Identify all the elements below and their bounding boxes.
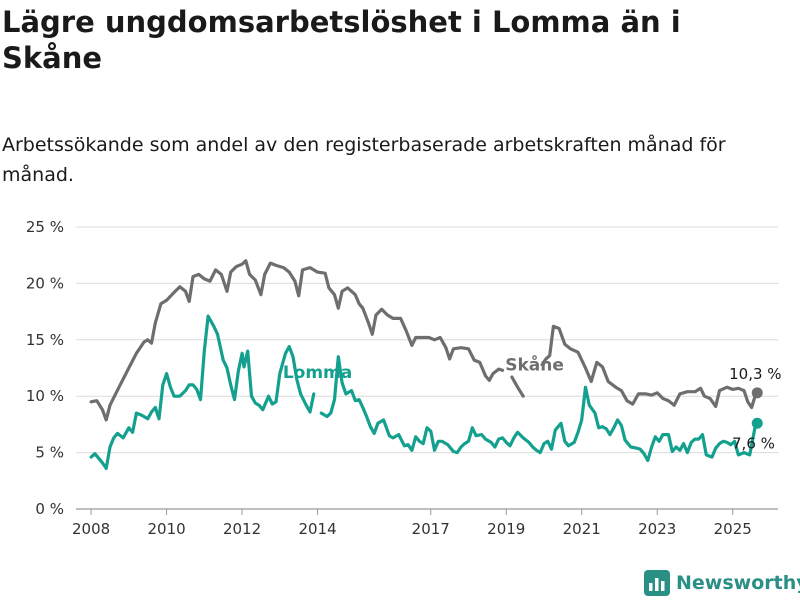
series-label-skane: Skåne bbox=[505, 353, 564, 375]
chart-title: Lägre ungdomsarbetslöshet i Lomma än i S… bbox=[2, 5, 681, 75]
brand-name: Newsworthy bbox=[676, 572, 800, 594]
x-tick-label: 2023 bbox=[638, 520, 676, 538]
chart-subtitle: Arbetssökande som andel av den registerb… bbox=[2, 134, 726, 186]
x-tick-label: 2012 bbox=[223, 520, 261, 538]
newsworthy-logo-icon bbox=[644, 570, 670, 596]
y-tick-label: 5 % bbox=[35, 444, 64, 462]
end-label-skane: 10,3 % bbox=[729, 365, 781, 383]
brand-logo: Newsworthy bbox=[644, 569, 800, 597]
end-point-skne bbox=[751, 387, 763, 399]
x-tick-label: 2021 bbox=[563, 520, 601, 538]
series-line-skne bbox=[540, 324, 757, 410]
x-tick-label: 2025 bbox=[714, 520, 752, 538]
y-tick-label: 15 % bbox=[26, 331, 64, 349]
x-tick-label: 2017 bbox=[412, 520, 450, 538]
y-tick-label: 25 % bbox=[26, 218, 64, 236]
line-chart: 0 % 5 % 10 % 15 % 20 % 25 % 2008 2010 2012 2014 20… bbox=[26, 218, 782, 538]
series-label-lomma: Lomma bbox=[283, 363, 352, 383]
y-tick-label: 20 % bbox=[26, 274, 64, 292]
x-tick-label: 2019 bbox=[487, 520, 525, 538]
series-line-lomma bbox=[89, 314, 316, 470]
series-line-skne bbox=[89, 259, 505, 422]
x-tick-label: 2014 bbox=[298, 520, 336, 538]
series-line-skne bbox=[510, 375, 525, 398]
y-tick-label: 0 % bbox=[35, 500, 64, 518]
series-line-lomma bbox=[319, 355, 757, 463]
end-point-lomma bbox=[751, 417, 763, 429]
end-label-lomma: 7,6 % bbox=[732, 434, 775, 452]
y-tick-label: 10 % bbox=[26, 387, 64, 405]
x-tick-label: 2010 bbox=[147, 520, 185, 538]
x-tick-label: 2008 bbox=[72, 520, 110, 538]
